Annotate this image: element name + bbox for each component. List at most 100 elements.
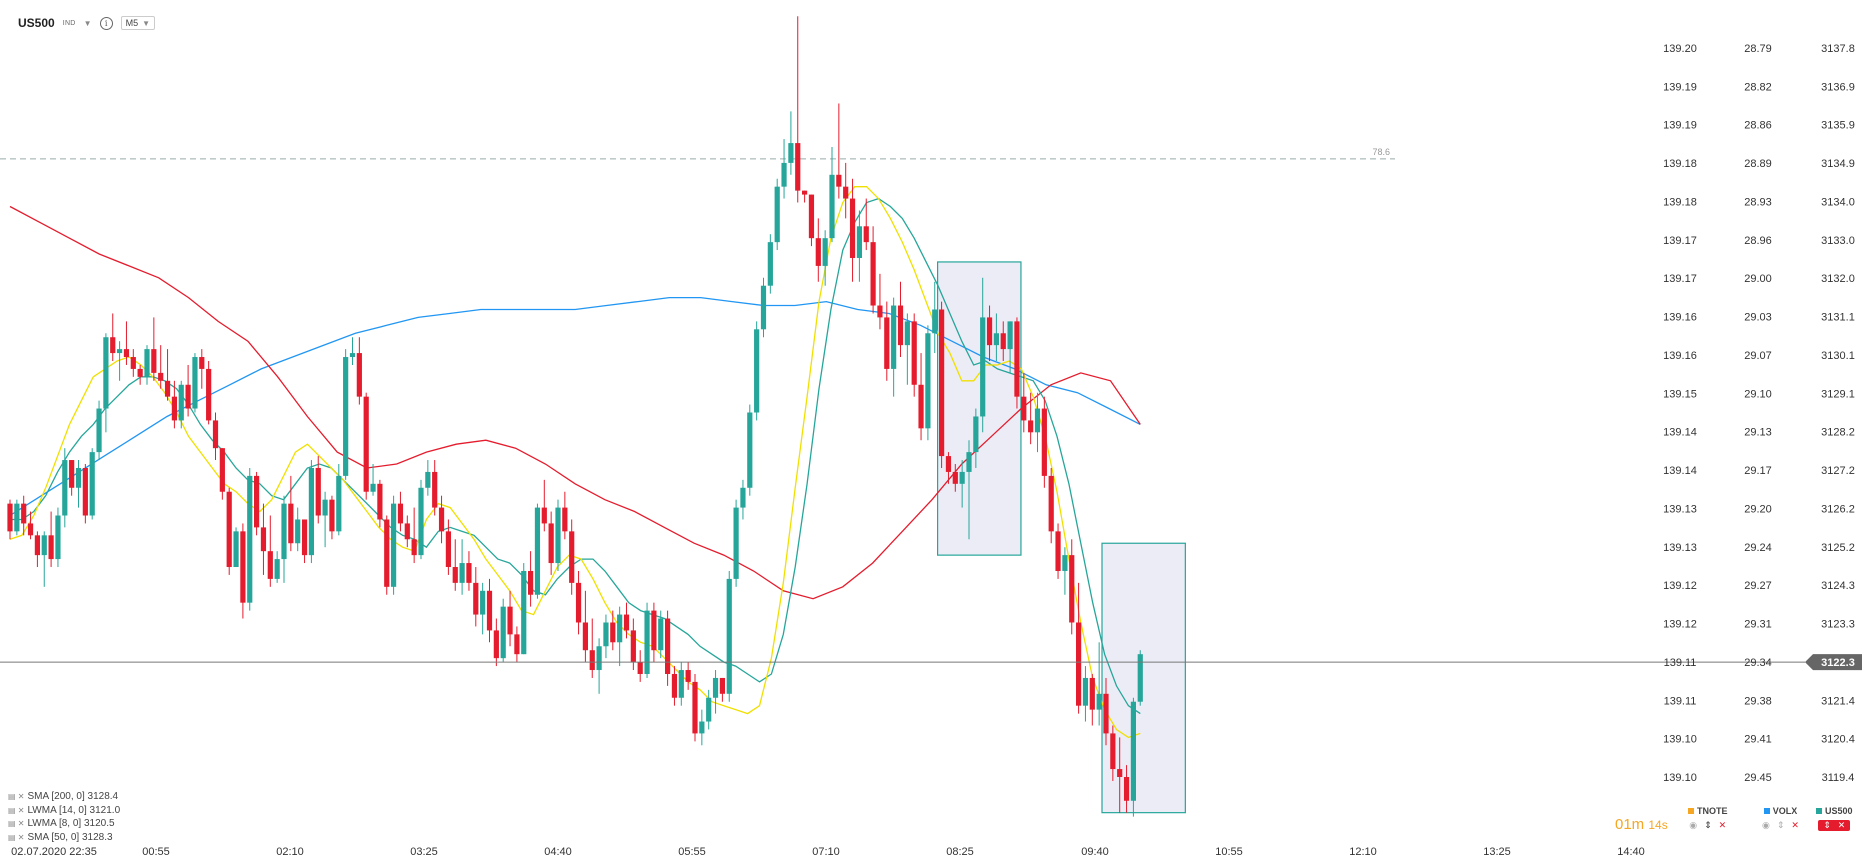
instrument-us500[interactable]: US500 ⇕ ✕	[1816, 806, 1853, 831]
candle[interactable]	[877, 305, 883, 318]
candle[interactable]	[685, 670, 691, 682]
candle[interactable]	[1000, 333, 1006, 350]
candle[interactable]	[336, 475, 342, 532]
candle[interactable]	[966, 452, 972, 472]
candle[interactable]	[473, 582, 479, 615]
candle[interactable]	[952, 471, 958, 484]
candle[interactable]	[507, 606, 513, 635]
candle[interactable]	[843, 186, 849, 199]
candle[interactable]	[1048, 475, 1054, 532]
candle[interactable]	[254, 475, 260, 528]
eye-icon[interactable]: ◉	[1689, 820, 1698, 830]
candle[interactable]	[829, 174, 835, 239]
candle[interactable]	[1117, 769, 1123, 777]
candle[interactable]	[240, 531, 246, 603]
candle[interactable]	[562, 507, 568, 532]
candle[interactable]	[822, 238, 828, 266]
candle[interactable]	[904, 321, 910, 346]
candle[interactable]	[69, 460, 75, 488]
candle[interactable]	[548, 523, 554, 564]
candle[interactable]	[925, 333, 931, 429]
candle[interactable]	[712, 677, 719, 698]
candle[interactable]	[260, 527, 267, 552]
candle[interactable]	[575, 582, 582, 623]
candle[interactable]	[747, 412, 753, 488]
candle[interactable]	[788, 143, 794, 163]
candle[interactable]	[185, 384, 191, 409]
candle[interactable]	[671, 673, 678, 698]
candle[interactable]	[27, 523, 34, 536]
candle[interactable]	[233, 531, 239, 568]
candle[interactable]	[1021, 396, 1027, 421]
candle[interactable]	[377, 483, 383, 520]
candle[interactable]	[644, 610, 650, 674]
timeframe-select[interactable]: M5 ▼	[120, 16, 156, 30]
candle[interactable]	[130, 357, 136, 369]
candle[interactable]	[301, 519, 308, 556]
candle[interactable]	[391, 503, 397, 587]
candle[interactable]	[514, 634, 520, 655]
instrument-tnote[interactable]: TNOTE ◉ ⇕ ✕	[1688, 806, 1728, 831]
candle[interactable]	[911, 321, 917, 385]
candle[interactable]	[665, 618, 671, 674]
candle[interactable]	[740, 487, 746, 508]
candle[interactable]	[48, 535, 54, 560]
candle[interactable]	[425, 471, 431, 488]
candle[interactable]	[849, 198, 856, 258]
candle[interactable]	[308, 467, 314, 556]
highlight-box[interactable]	[936, 261, 1022, 556]
candle[interactable]	[808, 194, 815, 239]
candle[interactable]	[582, 622, 588, 651]
candle[interactable]	[452, 567, 458, 583]
candle[interactable]	[1028, 420, 1034, 433]
symbol-label[interactable]: US500	[18, 16, 55, 30]
candle[interactable]	[767, 242, 773, 286]
candle[interactable]	[754, 329, 760, 413]
candle[interactable]	[1076, 622, 1082, 706]
candle[interactable]	[795, 143, 801, 191]
symbol-dropdown-icon[interactable]: ▼	[83, 18, 92, 28]
candle[interactable]	[363, 396, 369, 492]
candle[interactable]	[939, 309, 945, 457]
swap-icon[interactable]: ⇕	[1776, 820, 1785, 830]
move-icon[interactable]: ⇕	[1823, 820, 1831, 830]
candle[interactable]	[1123, 777, 1130, 801]
indicator-line[interactable]	[9, 186, 1141, 739]
candle[interactable]	[137, 368, 143, 377]
candle[interactable]	[55, 515, 61, 560]
candle[interactable]	[569, 531, 575, 583]
candle[interactable]	[62, 460, 68, 516]
candle[interactable]	[82, 467, 88, 516]
candle[interactable]	[630, 630, 636, 663]
candle[interactable]	[96, 408, 102, 453]
highlight-box[interactable]	[1101, 542, 1186, 814]
indicator-line[interactable]	[9, 296, 1141, 517]
candle[interactable]	[918, 384, 924, 429]
candle[interactable]	[897, 305, 904, 346]
candle[interactable]	[144, 349, 150, 377]
candle[interactable]	[1137, 654, 1143, 702]
candle[interactable]	[14, 503, 20, 532]
candle[interactable]	[870, 242, 876, 306]
candle[interactable]	[891, 305, 897, 369]
indicator-line[interactable]	[10, 197, 1141, 715]
legend-item[interactable]: ▤ ✕ SMA [200, 0] 3128.4	[8, 790, 120, 804]
candle[interactable]	[528, 570, 534, 595]
candle[interactable]	[281, 503, 287, 560]
candle[interactable]	[856, 226, 862, 258]
candle[interactable]	[322, 499, 328, 516]
candle[interactable]	[1041, 408, 1047, 476]
candle[interactable]	[884, 317, 890, 369]
candle[interactable]	[158, 372, 164, 381]
candle[interactable]	[699, 721, 705, 734]
legend-item[interactable]: ▤ ✕ SMA [50, 0] 3128.3	[8, 831, 120, 845]
close-icon[interactable]: ✕	[1718, 820, 1727, 830]
candle[interactable]	[733, 507, 739, 579]
candle[interactable]	[1034, 408, 1041, 433]
candle[interactable]	[295, 519, 301, 544]
legend-item[interactable]: ▤ ✕ LWMA [8, 0] 3120.5	[8, 817, 120, 831]
candle[interactable]	[836, 174, 842, 187]
candle[interactable]	[110, 337, 116, 354]
candle[interactable]	[1096, 693, 1102, 710]
